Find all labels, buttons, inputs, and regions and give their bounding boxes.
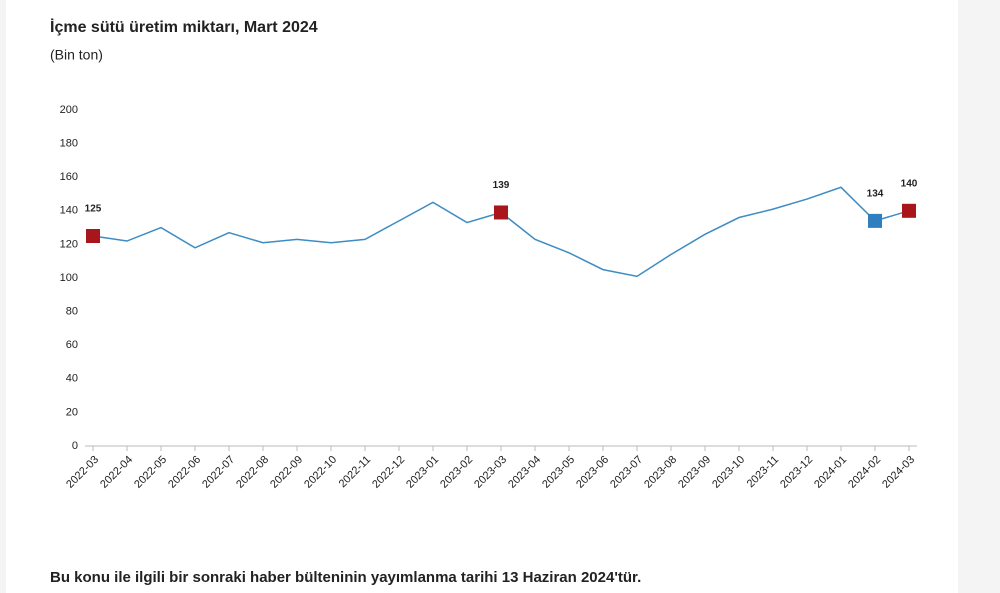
- decorative-border: [0, 0, 6, 593]
- y-tick-label: 40: [66, 373, 78, 385]
- chart-title: İçme sütü üretim miktarı, Mart 2024: [50, 18, 318, 36]
- chart-subtitle: (Bin ton): [50, 47, 103, 63]
- data-label: 139: [493, 180, 510, 191]
- y-tick-label: 160: [60, 171, 78, 183]
- y-tick-label: 20: [66, 406, 78, 418]
- y-tick-label: 60: [66, 339, 78, 351]
- y-tick-label: 0: [72, 440, 78, 452]
- y-tick-label: 120: [60, 238, 78, 250]
- y-tick-label: 180: [60, 138, 78, 150]
- decorative-border: [958, 0, 1000, 593]
- y-tick-label: 80: [66, 306, 78, 318]
- point-marker: [494, 205, 508, 220]
- point-marker: [902, 203, 916, 218]
- y-tick-label: 200: [60, 104, 78, 116]
- y-tick-label: 100: [60, 272, 78, 284]
- footer-note: Bu konu ile ilgili bir sonraki haber bül…: [50, 569, 641, 586]
- point-marker: [868, 213, 882, 228]
- data-label: 140: [901, 178, 918, 189]
- data-label: 125: [85, 204, 102, 215]
- y-tick-label: 140: [60, 205, 78, 217]
- data-label: 134: [867, 189, 884, 200]
- point-marker: [86, 229, 100, 243]
